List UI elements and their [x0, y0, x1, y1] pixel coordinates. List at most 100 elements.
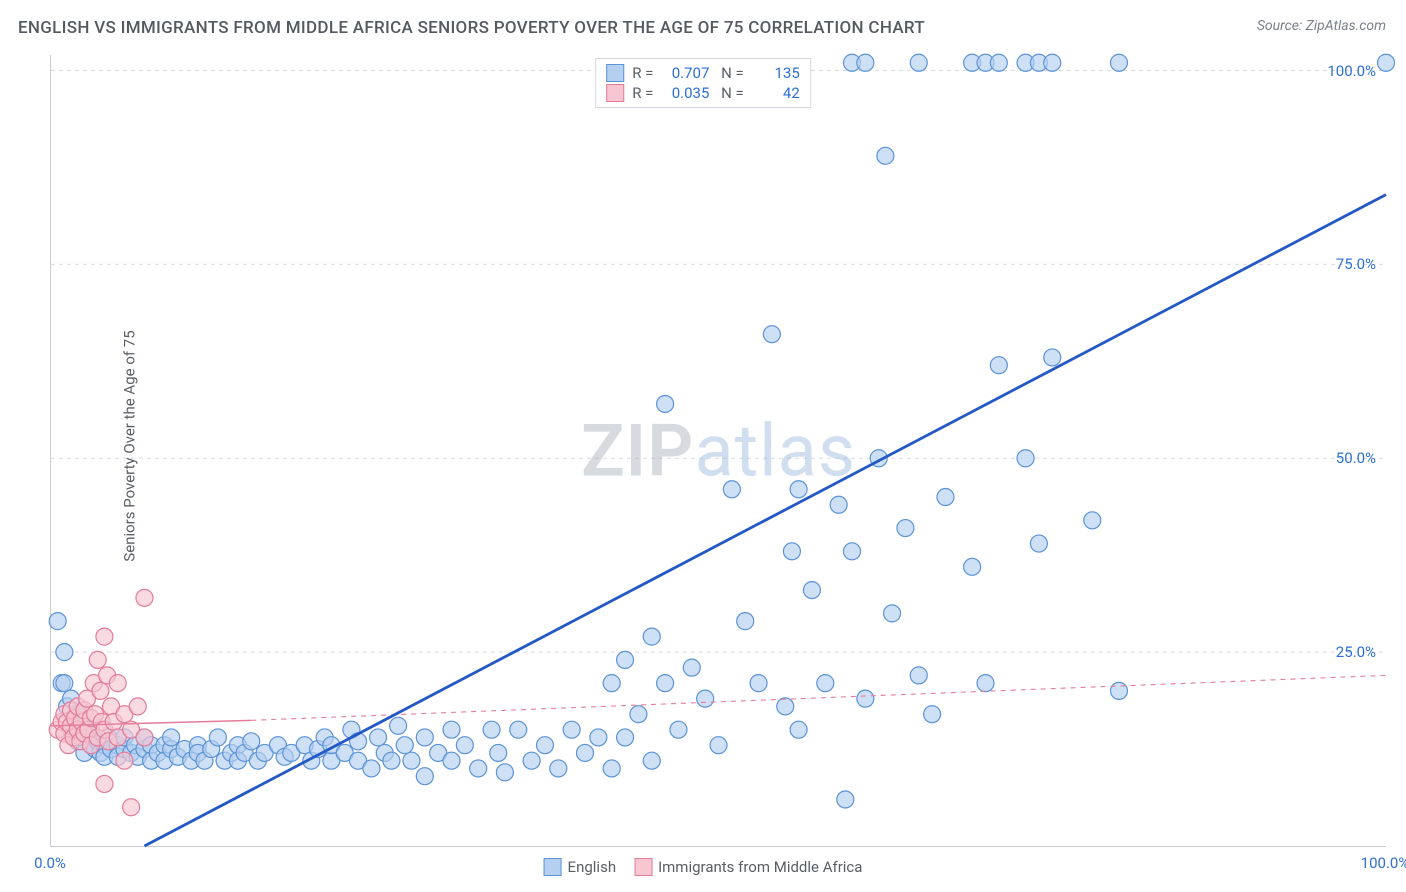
scatter-point — [1044, 54, 1061, 71]
scatter-point — [777, 698, 794, 715]
scatter-point — [964, 558, 981, 575]
scatter-point — [56, 675, 73, 692]
scatter-point — [617, 651, 634, 668]
scatter-point — [390, 717, 407, 734]
scatter-point — [1111, 54, 1128, 71]
scatter-point — [123, 799, 140, 816]
scatter-point — [877, 147, 894, 164]
scatter-point — [844, 543, 861, 560]
y-tick-label: 25.0% — [1336, 643, 1376, 661]
scatter-point — [830, 496, 847, 513]
stats-r-label: R = — [632, 84, 653, 102]
scatter-point — [136, 589, 153, 606]
scatter-point — [990, 54, 1007, 71]
scatter-point — [209, 729, 226, 746]
scatter-point — [96, 628, 113, 645]
scatter-point — [1111, 682, 1128, 699]
scatter-point — [783, 543, 800, 560]
legend-item-immigrants: Immigrants from Middle Africa — [634, 858, 862, 876]
scatter-point — [897, 520, 914, 537]
scatter-point — [603, 760, 620, 777]
scatter-point — [1017, 450, 1034, 467]
scatter-point — [737, 613, 754, 630]
scatter-point — [370, 729, 387, 746]
scatter-point — [670, 721, 687, 738]
scatter-point — [723, 481, 740, 498]
scatter-point — [563, 721, 580, 738]
scatter-point — [136, 729, 153, 746]
stats-n-english: 135 — [752, 64, 800, 82]
scatter-point — [1378, 54, 1395, 71]
scatter-point — [89, 651, 106, 668]
scatter-point — [643, 752, 660, 769]
scatter-point — [683, 659, 700, 676]
stats-legend: R = 0.707 N = 135 R = 0.035 N = 42 — [595, 58, 811, 108]
scatter-point — [857, 690, 874, 707]
swatch-immigrants — [606, 84, 624, 102]
scatter-point — [129, 698, 146, 715]
source-credit: Source: ZipAtlas.com — [1257, 18, 1386, 34]
scatter-point — [857, 54, 874, 71]
scatter-point — [92, 682, 109, 699]
stats-n-label: N = — [717, 64, 743, 82]
stats-row-immigrants: R = 0.035 N = 42 — [606, 83, 800, 103]
scatter-point — [443, 752, 460, 769]
scatter-point — [523, 752, 540, 769]
scatter-point — [96, 775, 113, 792]
scatter-point — [243, 733, 260, 750]
scatter-point — [49, 613, 66, 630]
stats-row-english: R = 0.707 N = 135 — [606, 63, 800, 83]
stats-r-label: R = — [632, 64, 653, 82]
scatter-point — [536, 737, 553, 754]
scatter-point — [577, 744, 594, 761]
scatter-point — [470, 760, 487, 777]
scatter-point — [1084, 512, 1101, 529]
scatter-point — [590, 729, 607, 746]
scatter-point — [510, 721, 527, 738]
scatter-point — [1030, 535, 1047, 552]
scatter-point — [697, 690, 714, 707]
stats-n-label: N = — [717, 84, 743, 102]
bottom-legend: English Immigrants from Middle Africa — [544, 858, 863, 876]
scatter-point — [109, 675, 126, 692]
chart-title: ENGLISH VS IMMIGRANTS FROM MIDDLE AFRICA… — [18, 18, 925, 38]
scatter-point — [657, 675, 674, 692]
scatter-point — [416, 729, 433, 746]
y-tick-label: 50.0% — [1336, 449, 1376, 467]
scatter-svg — [51, 55, 1386, 846]
scatter-point — [803, 582, 820, 599]
scatter-point — [817, 675, 834, 692]
scatter-point — [657, 395, 674, 412]
trend-line — [144, 195, 1386, 846]
stats-r-english: 0.707 — [661, 64, 709, 82]
scatter-point — [56, 644, 73, 661]
legend-label-english: English — [568, 858, 617, 876]
scatter-point — [630, 706, 647, 723]
scatter-point — [383, 752, 400, 769]
swatch-english — [606, 64, 624, 82]
scatter-point — [396, 737, 413, 754]
scatter-point — [750, 675, 767, 692]
scatter-point — [1044, 349, 1061, 366]
scatter-point — [990, 357, 1007, 374]
legend-label-immigrants: Immigrants from Middle Africa — [658, 858, 862, 876]
scatter-point — [116, 752, 133, 769]
stats-r-immigrants: 0.035 — [661, 84, 709, 102]
scatter-point — [496, 764, 513, 781]
scatter-point — [884, 605, 901, 622]
y-tick-label: 100.0% — [1327, 62, 1376, 80]
legend-item-english: English — [544, 858, 617, 876]
scatter-point — [617, 729, 634, 746]
y-tick-label: 75.0% — [1336, 255, 1376, 273]
scatter-point — [443, 721, 460, 738]
scatter-point — [924, 706, 941, 723]
scatter-point — [416, 768, 433, 785]
scatter-point — [490, 744, 507, 761]
scatter-point — [763, 326, 780, 343]
scatter-point — [790, 481, 807, 498]
scatter-point — [483, 721, 500, 738]
scatter-point — [910, 54, 927, 71]
x-tick-label: 100.0% — [1361, 854, 1406, 872]
scatter-point — [643, 628, 660, 645]
scatter-point — [550, 760, 567, 777]
